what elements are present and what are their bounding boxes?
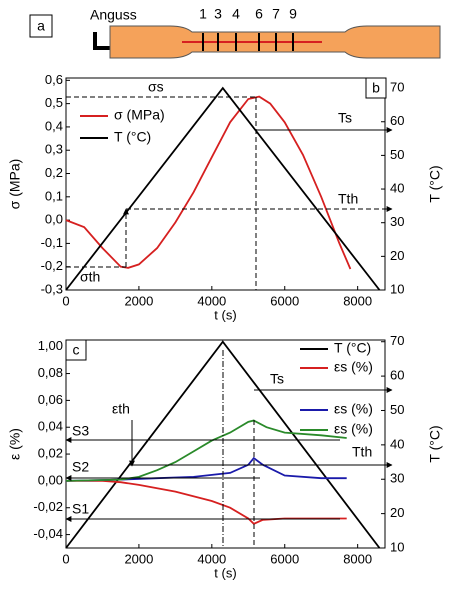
- y-tick-label: 0,08: [38, 365, 63, 380]
- annotation: S1: [72, 501, 89, 517]
- legend-label: εs (%): [334, 421, 373, 437]
- panel-box: [65, 339, 87, 361]
- series-line: [65, 86, 381, 291]
- x-tick-label: 6000: [270, 551, 299, 566]
- gate-arrow: [93, 32, 110, 50]
- y2-tick-label: 50: [390, 402, 404, 417]
- y-tick-label: 0,1: [45, 188, 63, 203]
- y-tick-label: 0,2: [45, 165, 63, 180]
- y2-tick-label: 10: [390, 281, 404, 296]
- y2-tick-label: 40: [390, 180, 404, 195]
- panel-label: b: [372, 80, 380, 96]
- guides-b: [66, 96, 393, 290]
- y-tick-label: 0,02: [38, 446, 63, 461]
- y-tick-label: -0,02: [33, 499, 63, 514]
- y2-axis-title: T (°C): [427, 165, 443, 202]
- legend-label: T (°C): [334, 340, 371, 356]
- gate-label: Anguss: [90, 7, 137, 23]
- series-line: [66, 480, 347, 525]
- plot-frame: [65, 77, 386, 291]
- y-tick-label: -0,04: [33, 526, 63, 541]
- annotation: εth: [112, 401, 130, 417]
- series-line: [65, 95, 352, 270]
- x-tick-label: 0: [62, 551, 69, 566]
- y-tick-label: 0,6: [45, 72, 63, 87]
- y2-tick-label: 60: [390, 368, 404, 383]
- y-tick-label: 0,04: [38, 419, 63, 434]
- panel-box: [365, 77, 387, 99]
- legend-label: εs (%): [334, 359, 373, 375]
- sensor-label: 1: [199, 6, 207, 22]
- x-tick-label: 0: [62, 293, 69, 308]
- x-tick-label: 8000: [343, 551, 372, 566]
- annotation: Tth: [338, 191, 358, 207]
- annotation: S3: [72, 423, 89, 439]
- panel-label: c: [73, 342, 80, 358]
- y2-tick-label: 70: [390, 333, 404, 348]
- y2-tick-label: 50: [390, 147, 404, 162]
- x-tick-label: 2000: [124, 293, 153, 308]
- y-tick-label: 0,06: [38, 392, 63, 407]
- y-tick-label: 0,4: [45, 118, 63, 133]
- series-line: [65, 456, 347, 482]
- y-tick-label: 0,3: [45, 142, 63, 157]
- legend-label: εs (%): [334, 401, 373, 417]
- legend-label: T (°C): [114, 129, 151, 145]
- y-axis-title: ε (%): [7, 428, 23, 460]
- x-tick-label: 6000: [270, 293, 299, 308]
- x-axis-title: t (s): [214, 307, 236, 322]
- y-tick-label: 0,5: [45, 95, 63, 110]
- sensor-label: 6: [255, 6, 263, 22]
- y2-tick-label: 40: [390, 436, 404, 451]
- y2-tick-label: 60: [390, 113, 404, 128]
- y-tick-label: -0,1: [41, 235, 63, 250]
- x-tick-label: 4000: [197, 293, 226, 308]
- y-tick-label: -0,3: [41, 281, 63, 296]
- plot-frame: [65, 339, 386, 549]
- y-axis-title: σ (MPa): [7, 159, 23, 210]
- y2-tick-label: 30: [390, 214, 404, 229]
- panel-box: [29, 14, 53, 38]
- annotation: Ts: [338, 110, 352, 126]
- annotation: S2: [72, 459, 89, 475]
- y2-tick-label: 30: [390, 471, 404, 486]
- legend-label: σ (MPa): [114, 107, 165, 123]
- panel-label: a: [37, 18, 45, 34]
- annotation: σth: [80, 269, 100, 285]
- sensor-label: 7: [272, 6, 280, 22]
- sensor-label: 3: [214, 6, 222, 22]
- annotation: σs: [148, 79, 164, 95]
- y2-axis-title: T (°C): [427, 425, 443, 462]
- annotation: Tth: [352, 444, 372, 460]
- y2-tick-label: 70: [390, 80, 404, 95]
- x-tick-label: 4000: [197, 551, 226, 566]
- y-tick-label: 1,00: [38, 338, 63, 353]
- y2-tick-label: 10: [390, 539, 404, 554]
- y-tick-label: -0,2: [41, 258, 63, 273]
- sensor-label: 9: [289, 6, 297, 22]
- y-tick-label: 0,0: [45, 212, 63, 227]
- x-axis-title: t (s): [214, 565, 236, 580]
- y-tick-label: 0,00: [38, 472, 63, 487]
- y2-tick-label: 20: [390, 248, 404, 263]
- x-tick-label: 2000: [124, 551, 153, 566]
- sensor-label: 4: [232, 6, 240, 22]
- series-line: [65, 419, 347, 482]
- annotation: Ts: [270, 371, 284, 387]
- guides-c: [65, 350, 393, 548]
- y2-tick-label: 20: [390, 505, 404, 520]
- x-tick-label: 8000: [343, 293, 372, 308]
